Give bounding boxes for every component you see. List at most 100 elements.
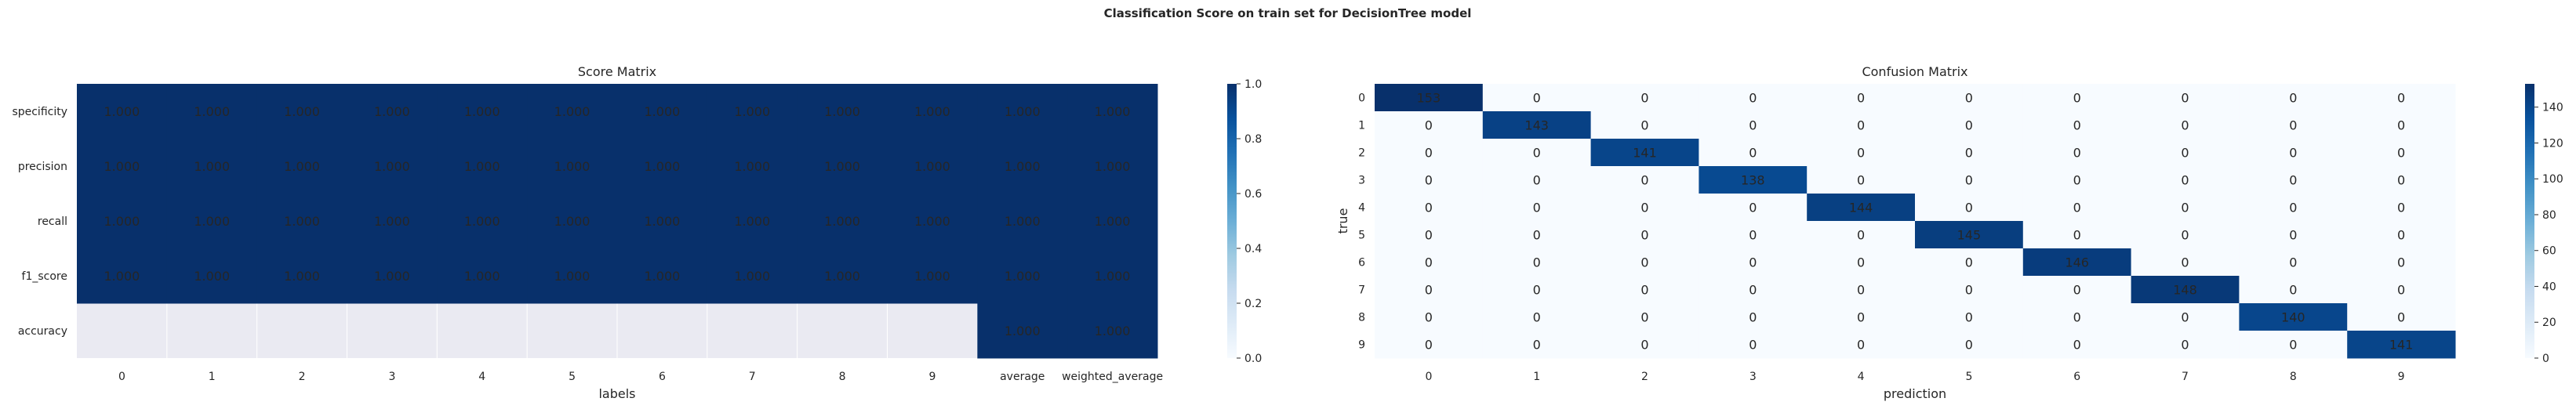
heatmap-cell: [887, 194, 978, 249]
cell-annotation: 1.000: [1095, 104, 1131, 119]
heatmap-cell: [1590, 111, 1699, 139]
cell-annotation: 1.000: [1095, 214, 1131, 229]
figure-suptitle: Classification Score on train set for De…: [1104, 6, 1472, 20]
cell-annotation: 0: [1640, 173, 1648, 188]
cell-annotation: 0: [2397, 310, 2405, 325]
cell-annotation: 0: [2289, 228, 2297, 243]
heatmap-cell: [1915, 248, 2024, 277]
heatmap-cell: [1590, 139, 1699, 167]
heatmap-cell: [1482, 248, 1592, 277]
y-tick-label: 0: [1358, 92, 1365, 105]
cell-annotation: 0: [2397, 91, 2405, 106]
heatmap-cell: [2239, 331, 2348, 359]
cell-annotation: 1.000: [914, 104, 950, 119]
heatmap-cell: [2131, 331, 2240, 359]
x-tick-label: 7: [749, 371, 756, 383]
heatmap-cell: [1915, 276, 2024, 304]
heatmap-cell: [2347, 303, 2456, 331]
colorbar-tick-label: 0.2: [1244, 298, 1262, 310]
cell-annotation: 0: [1425, 118, 1433, 133]
colorbar-tick-label: 120: [2542, 137, 2563, 150]
x-tick-label: 9: [928, 371, 936, 383]
cell-annotation: 1.000: [104, 104, 140, 119]
heatmap-cell: [2131, 248, 2240, 277]
heatmap-cell: [1807, 248, 1916, 277]
cell-annotation: 0: [1857, 118, 1865, 133]
heatmap-cell: [1699, 331, 1808, 359]
cell-annotation: 0: [1533, 91, 1541, 106]
cell-annotation: 0: [1640, 255, 1648, 270]
heatmap-cell: [2022, 303, 2132, 331]
y-tick-label: 2: [1358, 147, 1365, 160]
cell-annotation: 0: [1857, 255, 1865, 270]
cell-annotation: 0: [1640, 338, 1648, 353]
cell-annotation: 0: [1965, 173, 1973, 188]
heatmap-cell: [1482, 111, 1592, 139]
heatmap-cell: [2022, 221, 2132, 249]
y-tick-label: 5: [1358, 230, 1365, 242]
colorbar-tick-label: 1.0: [1244, 78, 1262, 91]
cell-annotation: 1.000: [284, 269, 320, 284]
cell-annotation: 148: [2173, 283, 2197, 298]
cell-annotation: 0: [2181, 201, 2189, 215]
cell-annotation: 1.000: [554, 214, 590, 229]
heatmap-cell: [1590, 303, 1699, 331]
cell-annotation: 1.000: [734, 214, 770, 229]
heatmap-cell: [527, 248, 618, 304]
cell-annotation: 0: [1640, 201, 1648, 215]
cell-annotation: 0: [1640, 228, 1648, 243]
heatmap-cell: [887, 139, 978, 194]
cell-annotation: 0: [1640, 310, 1648, 325]
colorbar-bar: [1227, 84, 1237, 358]
cell-annotation: 0: [1965, 146, 1973, 161]
x-tick-label: 6: [659, 371, 666, 383]
heatmap-cell: [797, 248, 888, 304]
heatmap-cell: [1915, 111, 2024, 139]
x-tick-label: 2: [1641, 371, 1648, 383]
chart-title: Confusion Matrix: [1862, 64, 1967, 79]
heatmap-cell: [2239, 248, 2348, 277]
heatmap-cell: [1699, 303, 1808, 331]
colorbar-tick-label: 40: [2542, 281, 2556, 293]
cell-annotation: 1.000: [464, 104, 500, 119]
heatmap-cell: [1807, 84, 1916, 112]
x-tick-label: 5: [1965, 371, 1972, 383]
heatmap-cell: [527, 139, 618, 194]
heatmap-cell: [2347, 276, 2456, 304]
x-tick-label: 4: [478, 371, 485, 383]
cell-annotation: 1.000: [1005, 324, 1041, 338]
heatmap-cell: [1482, 166, 1592, 194]
heatmap-cell: [797, 194, 888, 249]
heatmap-cell: [2239, 84, 2348, 112]
heatmap-cell: [1482, 221, 1592, 249]
heatmap-cell: [1067, 194, 1158, 249]
heatmap-cell: [1807, 194, 1916, 222]
cell-annotation: 0: [1749, 255, 1757, 270]
x-tick-label: 0: [1425, 371, 1432, 383]
colorbar: 0.0 0.2 0.4 0.6 0.8 1.0: [1227, 78, 1262, 365]
heatmap-cell: [166, 248, 258, 304]
heatmap-cell: [527, 194, 618, 249]
heatmap-cell: [2347, 84, 2456, 112]
y-tick-label: accuracy: [18, 325, 67, 338]
heatmap-cell: [887, 84, 978, 139]
cell-annotation: 0: [2181, 310, 2189, 325]
cell-annotation: 0: [1749, 310, 1757, 325]
cell-annotation: 0: [1749, 118, 1757, 133]
cell-annotation: 0: [2397, 201, 2405, 215]
heatmap-cell: [977, 194, 1068, 249]
cell-annotation: 1.000: [645, 159, 681, 174]
heatmap-cell: [617, 139, 708, 194]
heatmap-cell: [1699, 221, 1808, 249]
cell-annotation: 1.000: [464, 214, 500, 229]
heatmap-cell: [1915, 331, 2024, 359]
heatmap-cell: [1375, 194, 1484, 222]
x-tick-label: 6: [2073, 371, 2080, 383]
cell-annotation: 1.000: [734, 159, 770, 174]
cell-annotation: 1.000: [284, 104, 320, 119]
heatmap-cell: [1590, 84, 1699, 112]
cell-annotation: 1.000: [284, 214, 320, 229]
cell-annotation: 0: [1749, 91, 1757, 106]
heatmap-cell: [2347, 166, 2456, 194]
cell-annotation: 0: [2073, 310, 2081, 325]
